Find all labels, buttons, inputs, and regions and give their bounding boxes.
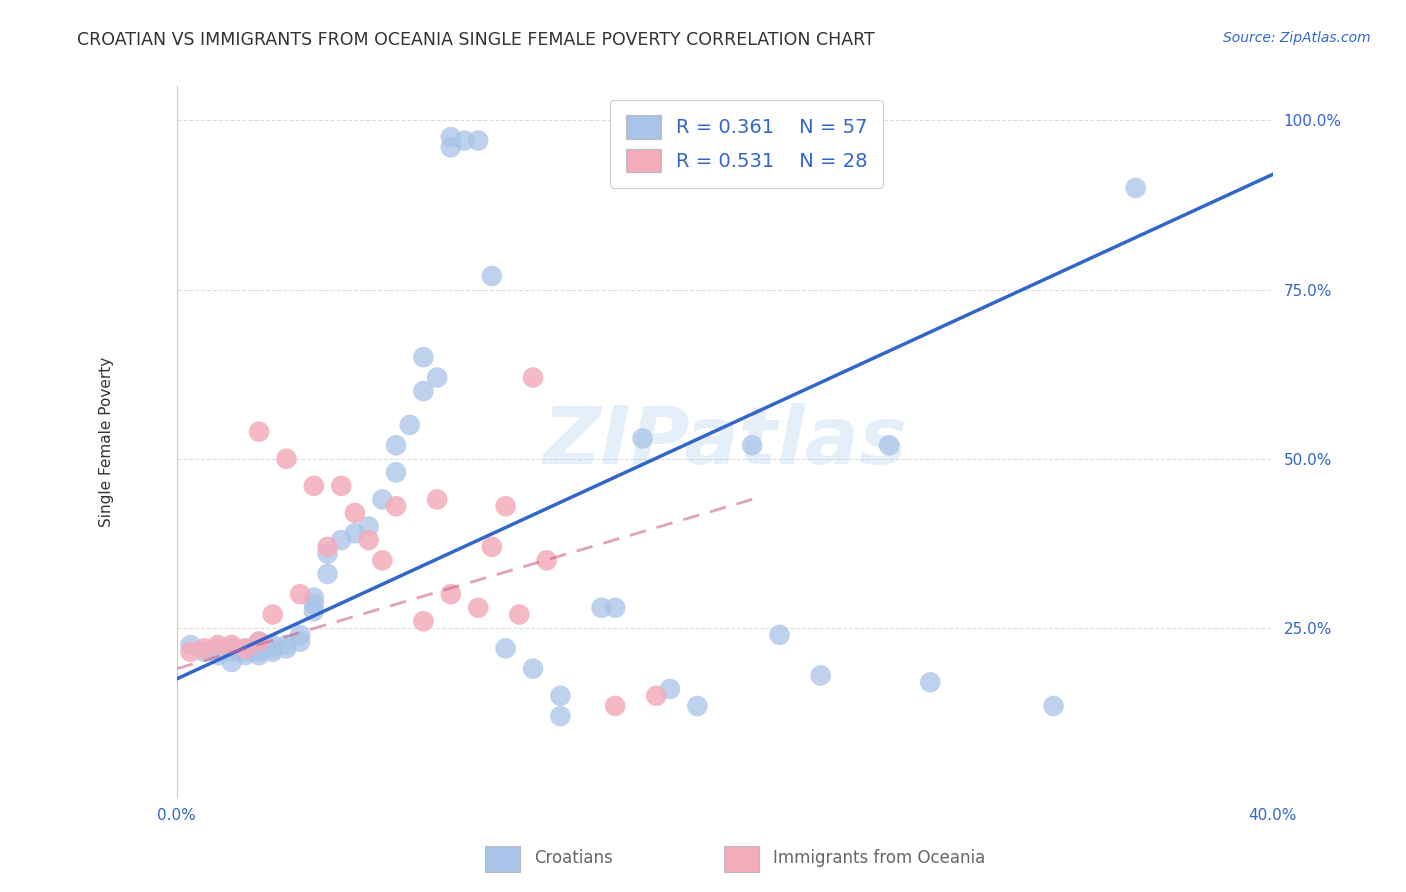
Point (207, 648, 229, 662)
Point (605, 600, 627, 615)
Point (221, 645, 243, 659)
Point (316, 566, 339, 581)
Point (262, 638, 284, 652)
Point (659, 681, 682, 696)
Point (495, 499, 517, 513)
Legend: R = 0.361    N = 57, R = 0.531    N = 28: R = 0.361 N = 57, R = 0.531 N = 28 (610, 100, 883, 188)
Point (371, 492, 394, 507)
Point (193, 645, 215, 659)
Point (193, 641, 215, 656)
Point (247, 645, 270, 659)
Point (247, 641, 270, 656)
Point (536, 553, 558, 567)
Point (467, 600, 489, 615)
Point (508, 607, 530, 622)
Point (1042, 698, 1064, 713)
Point (247, 634, 270, 648)
Point (522, 662, 544, 676)
Point (302, 479, 325, 493)
Point (453, 134, 475, 148)
Point (741, 438, 763, 452)
Point (768, 628, 790, 642)
Point (343, 526, 366, 541)
Point (495, 641, 517, 656)
Point (357, 519, 380, 533)
Point (276, 451, 298, 466)
Point (440, 587, 463, 601)
Point (330, 479, 353, 493)
Point (180, 638, 202, 652)
Point (631, 432, 654, 446)
Point (330, 533, 353, 547)
Point (235, 641, 257, 656)
Point (262, 641, 284, 656)
Text: CROATIAN VS IMMIGRANTS FROM OCEANIA SINGLE FEMALE POVERTY CORRELATION CHART: CROATIAN VS IMMIGRANTS FROM OCEANIA SING… (77, 31, 875, 49)
Point (247, 425, 270, 439)
Point (426, 370, 449, 384)
Point (686, 698, 709, 713)
Point (1125, 181, 1147, 195)
Point (288, 634, 311, 648)
Point (467, 134, 489, 148)
Y-axis label: Single Female Poverty: Single Female Poverty (100, 357, 114, 527)
Point (302, 591, 325, 605)
Point (235, 641, 257, 656)
Text: Croatians: Croatians (534, 849, 613, 867)
Point (550, 709, 572, 723)
Point (221, 638, 243, 652)
Point (371, 553, 394, 567)
Point (357, 533, 380, 547)
Point (385, 499, 408, 513)
Text: Immigrants from Oceania: Immigrants from Oceania (773, 849, 986, 867)
Text: Source: ZipAtlas.com: Source: ZipAtlas.com (1223, 31, 1371, 45)
Point (316, 547, 339, 561)
Point (288, 628, 311, 642)
Point (343, 506, 366, 520)
Point (235, 645, 257, 659)
Point (221, 655, 243, 669)
Point (235, 648, 257, 662)
Point (877, 438, 900, 452)
Point (276, 638, 298, 652)
Point (645, 689, 668, 703)
Point (262, 645, 284, 659)
Point (207, 641, 229, 656)
Point (302, 604, 325, 618)
Point (920, 675, 942, 690)
Point (426, 492, 449, 507)
Point (412, 384, 434, 398)
Point (302, 598, 325, 612)
Point (276, 641, 298, 656)
Point (288, 587, 311, 601)
Point (262, 607, 284, 622)
Point (481, 268, 503, 283)
Point (440, 130, 463, 145)
Point (221, 641, 243, 656)
Point (247, 648, 270, 662)
Point (247, 634, 270, 648)
Point (398, 417, 420, 432)
Point (591, 600, 613, 615)
Point (207, 638, 229, 652)
Point (385, 438, 408, 452)
Point (481, 540, 503, 554)
Point (810, 668, 832, 682)
Text: ZIPatlas: ZIPatlas (543, 403, 907, 481)
Point (605, 698, 627, 713)
Point (550, 689, 572, 703)
Point (412, 350, 434, 364)
Point (440, 140, 463, 154)
Point (316, 540, 339, 554)
Point (522, 370, 544, 384)
Point (412, 615, 434, 629)
Point (385, 466, 408, 480)
Point (180, 645, 202, 659)
